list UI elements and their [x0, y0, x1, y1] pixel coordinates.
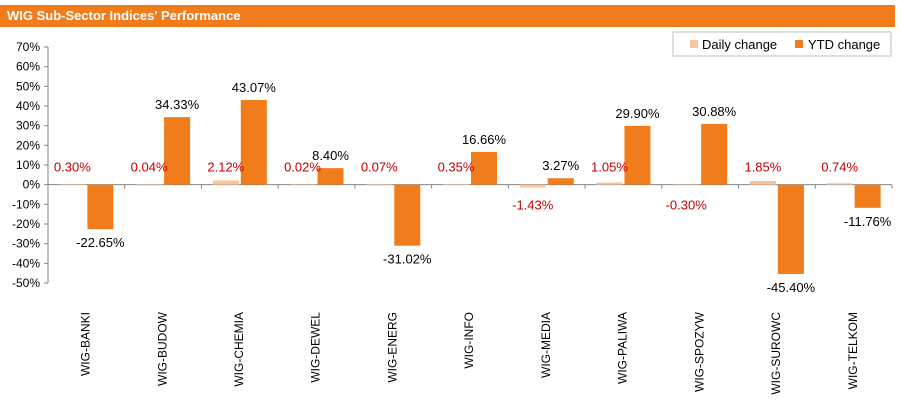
data-label-daily-wig-dewel: 0.02%: [284, 160, 321, 175]
category-label-wig-energ: WIG-ENERG: [385, 312, 399, 383]
data-label-daily-wig-banki: 0.30%: [54, 160, 91, 175]
legend-swatch-daily: [690, 40, 698, 48]
bar-daily-wig-paliwa: [596, 182, 623, 185]
data-labels-layer: 0.30% -22.65% 0.04% 34.33% 2.12% 43.07% 0.02%8…: [54, 80, 892, 295]
bar-ytd-wig-dewel: [317, 168, 344, 185]
data-label-daily-wig-surowc: 1.85%: [744, 160, 781, 175]
bar-ytd-wig-chemia: [240, 99, 267, 185]
data-label-daily-wig-paliwa: 1.05%: [591, 160, 628, 175]
bar-daily-wig-banki: [59, 184, 86, 185]
y-tick-label: 70%: [16, 40, 40, 54]
y-tick-label: 30%: [16, 119, 40, 133]
y-tick-label: -10%: [12, 197, 40, 211]
data-label-ytd-wig-spozyw: 30.88%: [692, 104, 737, 119]
y-tick-label: 10%: [16, 158, 40, 172]
bar-daily-wig-energ: [366, 184, 393, 186]
data-label-daily-wig-spozyw: -0.30%: [666, 198, 708, 213]
y-tick-label: -30%: [12, 237, 40, 251]
bar-daily-wig-surowc: [749, 181, 776, 185]
legend-label-ytd: YTD change: [808, 37, 880, 52]
data-label-daily-wig-media: -1.43%: [512, 198, 554, 213]
bar-ytd-wig-info: [471, 151, 497, 185]
category-label-wig-paliwa: WIG-PALIWA: [616, 312, 630, 384]
y-tick-label: -40%: [12, 256, 40, 270]
bar-daily-wig-chemia: [212, 180, 239, 185]
category-label-wig-spozyw: WIG-SPOZYW: [692, 311, 706, 392]
data-label-daily-wig-chemia: 2.12%: [207, 160, 244, 175]
axis-layer: 70% 60% 50% 40% 30% 20% 10% 0% -10% -20% -30% -40% -…: [12, 40, 893, 395]
data-label-daily-wig-energ: 0.07%: [361, 160, 398, 175]
category-label-wig-banki: WIG-BANKI: [79, 312, 93, 376]
bar-daily-wig-budow: [136, 184, 163, 186]
legend-box: [672, 31, 892, 57]
bar-ytd-wig-paliwa: [624, 125, 651, 185]
bar-daily-wig-dewel: [289, 184, 316, 186]
y-tick-label: 60%: [16, 60, 40, 74]
bar-ytd-wig-media: [547, 178, 574, 185]
bar-ytd-wig-telkom: [854, 184, 881, 208]
data-label-ytd-wig-chemia: 43.07%: [232, 80, 277, 95]
bar-ytd-wig-budow: [164, 117, 191, 185]
data-label-ytd-wig-surowc: -45.40%: [767, 280, 816, 295]
data-label-ytd-wig-info: 16.66%: [462, 132, 507, 147]
bar-ytd-wig-surowc: [777, 184, 804, 274]
category-label-wig-dewel: WIG-DEWEL: [309, 312, 323, 383]
data-label-ytd-wig-banki: -22.65%: [76, 235, 125, 250]
y-tick-label: 20%: [16, 138, 40, 152]
data-label-ytd-wig-paliwa: 29.90%: [615, 106, 660, 121]
bar-ytd-wig-energ: [394, 184, 421, 246]
legend: Daily change YTD change: [672, 31, 892, 57]
category-label-wig-budow: WIG-BUDOW: [155, 311, 169, 386]
category-label-wig-media: WIG-MEDIA: [539, 312, 553, 378]
bar-ytd-wig-spozyw: [701, 123, 728, 185]
data-label-daily-wig-budow: 0.04%: [131, 160, 168, 175]
category-label-wig-surowc: WIG-SUROWC: [769, 312, 783, 395]
bar-daily-wig-media: [519, 184, 546, 188]
bar-daily-wig-telkom: [826, 183, 853, 185]
data-label-daily-wig-info: 0.35%: [438, 160, 475, 175]
data-label-ytd-wig-energ: -31.02%: [383, 252, 432, 267]
y-tick-label: -20%: [12, 217, 40, 231]
category-label-wig-chemia: WIG-CHEMIA: [232, 312, 246, 387]
data-label-ytd-wig-telkom: -11.76%: [844, 214, 892, 229]
bars-layer: [59, 99, 881, 274]
chart-title: WIG Sub-Sector Indices' Performance: [0, 5, 895, 27]
data-label-daily-wig-telkom: 0.74%: [821, 160, 858, 175]
data-label-ytd-wig-media: 3.27%: [542, 158, 579, 173]
category-label-wig-info: WIG-INFO: [462, 312, 476, 369]
bar-ytd-wig-banki: [87, 184, 114, 230]
y-tick-label: 0%: [23, 178, 41, 192]
bar-daily-wig-info: [443, 183, 469, 185]
y-tick-label: -50%: [12, 276, 40, 290]
legend-swatch-ytd: [795, 40, 803, 48]
data-label-ytd-wig-budow: 34.33%: [155, 97, 200, 112]
y-tick-label: 40%: [16, 99, 40, 113]
bar-daily-wig-spozyw: [673, 184, 700, 186]
legend-label-daily: Daily change: [702, 37, 777, 52]
data-label-ytd-wig-dewel: 8.40%: [312, 148, 349, 163]
category-label-wig-telkom: WIG-TELKOM: [846, 312, 860, 389]
y-tick-label: 50%: [16, 79, 40, 93]
